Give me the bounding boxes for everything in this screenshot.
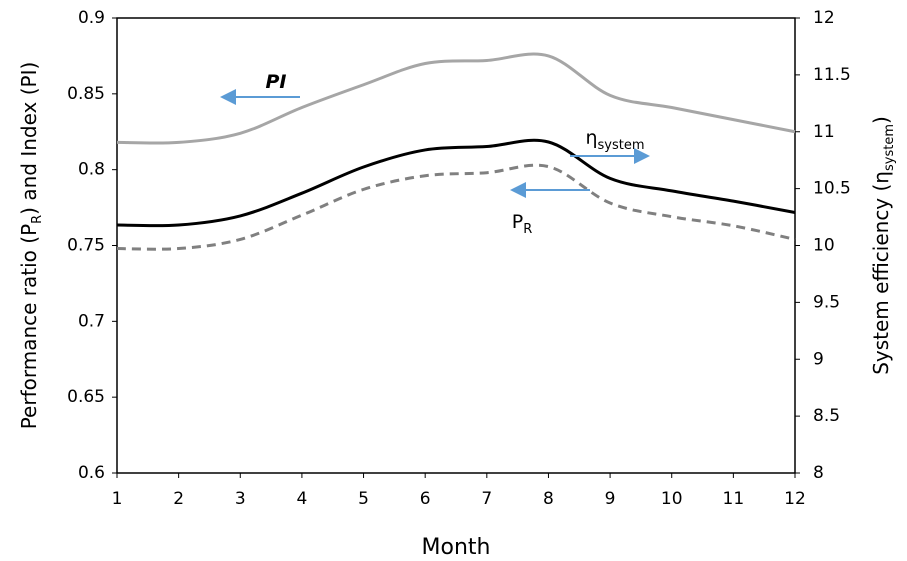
annotation: ηsystem <box>585 127 644 154</box>
x-tick-label: 10 <box>661 489 683 509</box>
plot-frame <box>116 17 796 474</box>
y2-tick-label: 11.5 <box>813 65 851 85</box>
x-tick-label: 6 <box>420 489 431 509</box>
y-axis-title-part: R <box>30 215 45 224</box>
y2-axis-title: System efficiency (ηsystem) <box>869 116 898 375</box>
x-tick-label: 7 <box>481 489 492 509</box>
y2-tick-label: 10 <box>813 236 835 256</box>
y2-tick-label: 10.5 <box>813 179 851 199</box>
y-tick-label: 0.7 <box>78 311 105 331</box>
y2-tick-label: 9.5 <box>813 292 840 312</box>
y2-tick-label: 9 <box>813 349 824 369</box>
series-line <box>116 52 796 145</box>
x-tick-label: 11 <box>723 489 745 509</box>
y-tick-label: 0.65 <box>67 387 105 407</box>
annotation-sub: R <box>523 222 532 237</box>
x-tick-label: 1 <box>112 489 123 509</box>
y-tick-label: 0.75 <box>67 236 105 256</box>
annotation-text: η <box>585 127 597 149</box>
y-axis-title-part: ) and Index (PI) <box>17 62 41 215</box>
y-tick-label: 0.8 <box>78 160 105 180</box>
y-tick-label: 0.9 <box>78 8 105 28</box>
x-tick-label: 2 <box>173 489 184 509</box>
annotation: PR <box>512 211 533 238</box>
x-tick-label: 3 <box>235 489 246 509</box>
annotation: PI <box>266 71 287 93</box>
y-tick-label: 0.6 <box>78 463 105 483</box>
y2-tick-label: 8.5 <box>813 406 840 426</box>
series-line <box>116 138 796 228</box>
x-tick-label: 5 <box>358 489 369 509</box>
x-tick-label: 12 <box>784 489 806 509</box>
y2-axis-title-part: System efficiency (η <box>869 171 893 375</box>
y2-tick-label: 8 <box>813 463 824 483</box>
annotation-text: P <box>512 211 523 233</box>
series-line <box>116 163 796 251</box>
y-tick-label: 0.85 <box>67 84 105 104</box>
y-axis-title: Performance ratio (PR) and Index (PI) <box>17 62 46 430</box>
y2-axis-title-part: system <box>882 124 897 171</box>
x-axis-title: Month <box>422 535 491 560</box>
x-tick-label: 9 <box>605 489 616 509</box>
y-axis-title-part: Performance ratio (P <box>17 224 41 429</box>
x-tick-label: 4 <box>296 489 307 509</box>
y2-tick-label: 12 <box>813 8 835 28</box>
x-tick-label: 8 <box>543 489 554 509</box>
y2-axis-title-part: ) <box>869 116 893 124</box>
y2-tick-label: 11 <box>813 122 835 142</box>
annotation-text: PI <box>266 71 287 93</box>
annotation-sub: system <box>598 138 645 153</box>
